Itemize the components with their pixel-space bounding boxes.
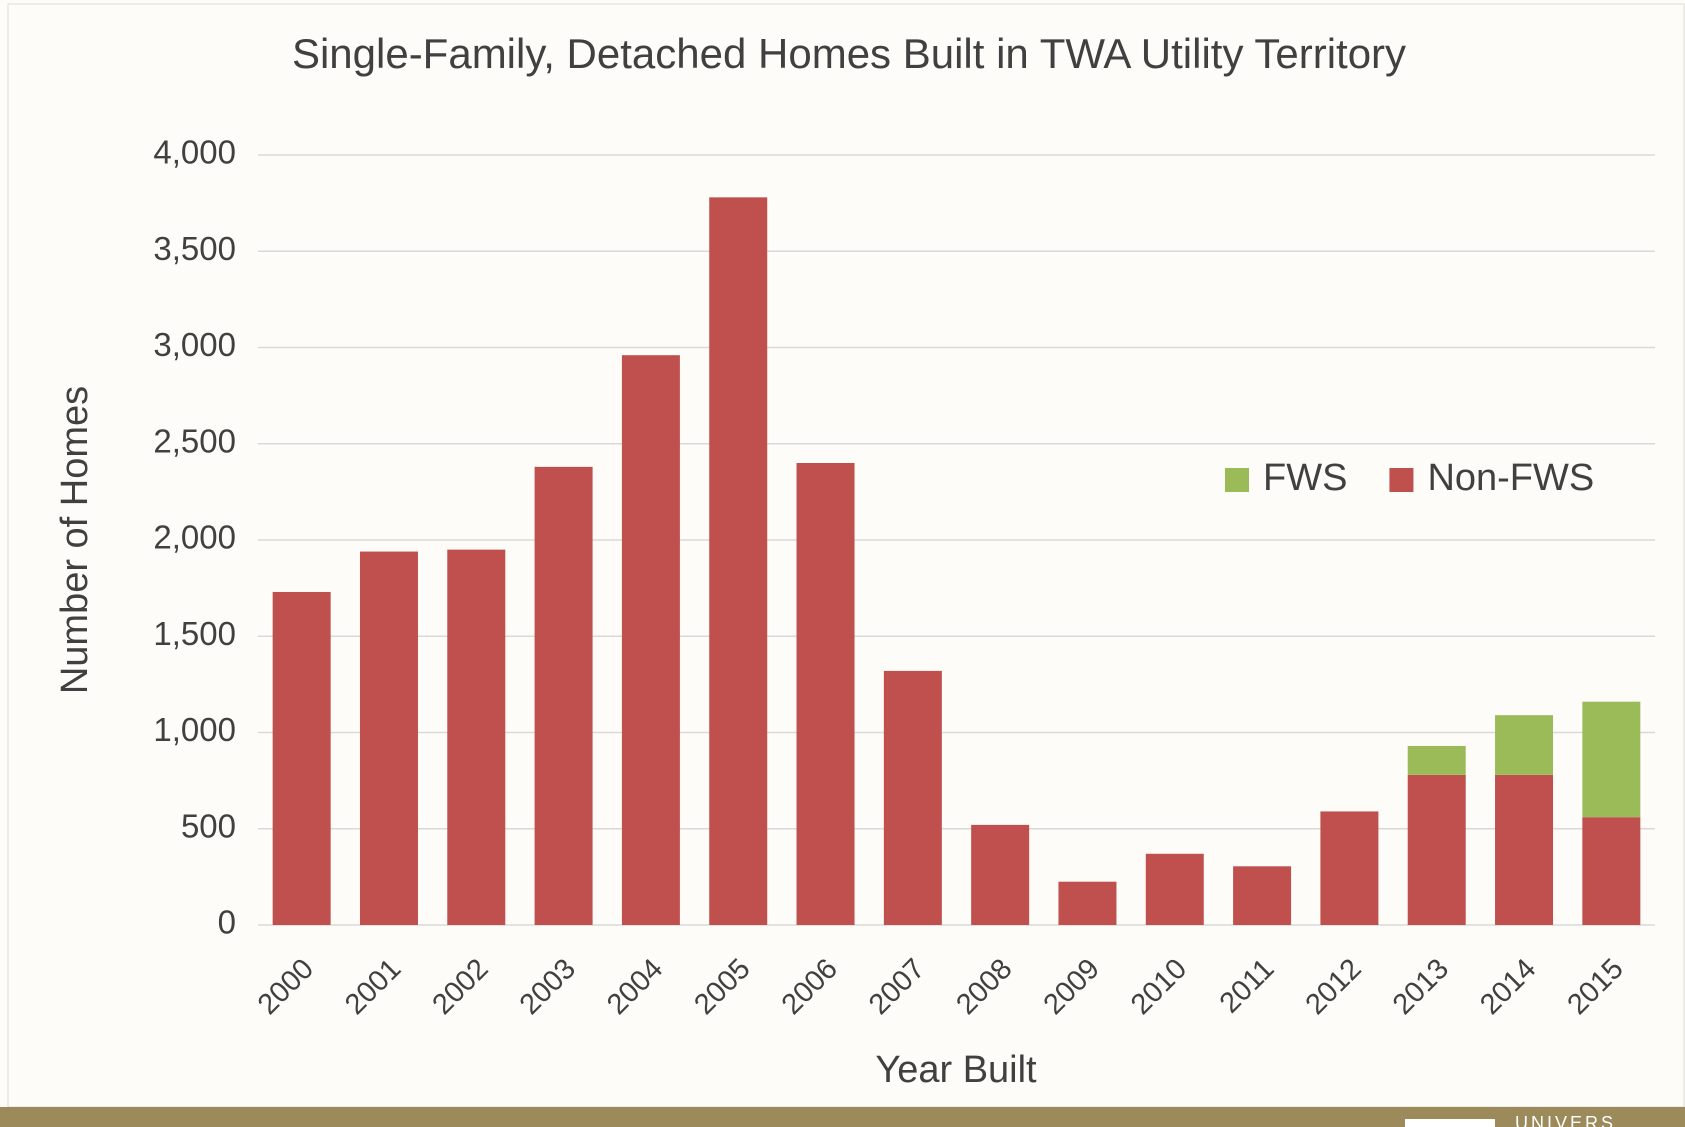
legend-swatch [1225, 468, 1249, 492]
y-tick-label: 0 [218, 904, 236, 941]
bar-segment [709, 197, 768, 926]
bar-segment [1495, 774, 1554, 925]
y-tick-label: 3,500 [153, 230, 236, 267]
bar-segment [971, 824, 1030, 925]
chart-title: Single-Family, Detached Homes Built in T… [292, 30, 1406, 77]
bar-segment [796, 463, 855, 925]
bar-segment [1582, 701, 1641, 818]
y-tick-label: 500 [181, 807, 236, 844]
bar-segment [1233, 866, 1292, 925]
y-tick-label: 1,500 [153, 615, 236, 652]
bar-segment [1407, 745, 1466, 775]
y-tick-label: 2,000 [153, 519, 236, 556]
x-axis-title: Year Built [875, 1049, 1037, 1091]
bar-segment [621, 355, 680, 925]
y-tick-label: 1,000 [153, 711, 236, 748]
footer-logo [1405, 1119, 1495, 1127]
footer-band [0, 1107, 1685, 1127]
bar-segment [272, 591, 331, 925]
bar-segment [447, 549, 506, 925]
bar-segment [1320, 811, 1379, 925]
y-tick-label: 3,000 [153, 326, 236, 363]
bar-segment [1407, 774, 1466, 925]
bar-segment [1582, 817, 1641, 925]
bar-segment [534, 466, 593, 925]
bar-segment [359, 551, 418, 925]
y-tick-label: 4,000 [153, 134, 236, 171]
bar-segment [1495, 715, 1554, 775]
bar-segment [1058, 881, 1117, 925]
legend-label: Non-FWS [1427, 457, 1594, 499]
legend-swatch [1389, 468, 1414, 492]
bar-segment [1145, 853, 1204, 925]
legend-label: FWS [1263, 457, 1347, 499]
y-axis-title: Number of Homes [54, 386, 96, 694]
bar-segment [883, 670, 942, 925]
footer-text: UNIVERS [1515, 1113, 1616, 1127]
y-tick-label: 2,500 [153, 422, 236, 459]
